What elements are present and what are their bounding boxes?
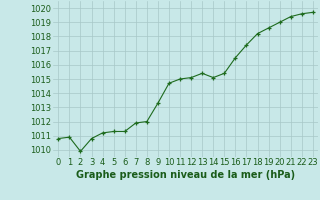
X-axis label: Graphe pression niveau de la mer (hPa): Graphe pression niveau de la mer (hPa) — [76, 170, 295, 180]
